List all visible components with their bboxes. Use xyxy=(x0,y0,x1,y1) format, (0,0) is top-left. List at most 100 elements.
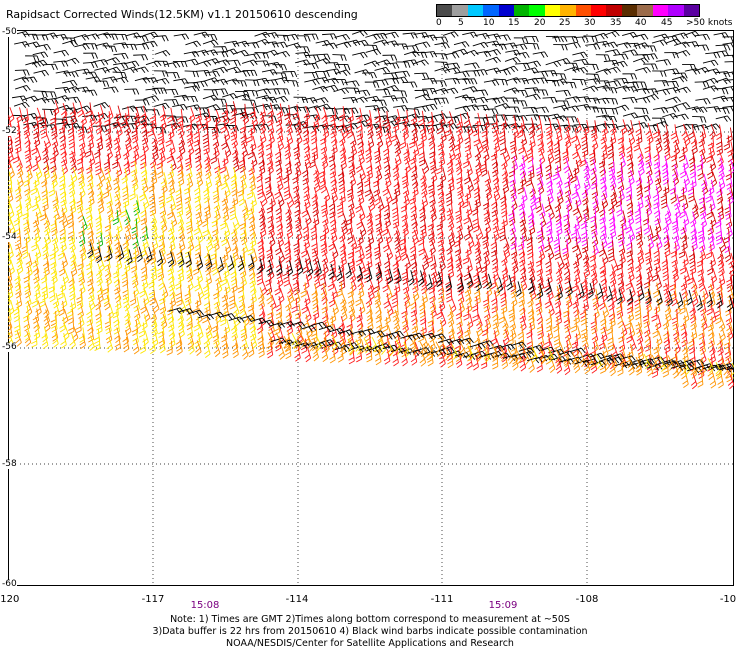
wind-barb xyxy=(358,152,364,157)
wind-barb xyxy=(706,211,713,216)
wind-barb xyxy=(585,43,598,46)
wind-barb xyxy=(404,97,408,104)
wind-barb xyxy=(663,191,670,195)
wind-barb xyxy=(576,135,582,148)
wind-barb xyxy=(539,220,545,225)
wind-barb xyxy=(730,36,734,43)
wind-barb xyxy=(523,43,528,50)
wind-barb xyxy=(532,87,537,94)
wind-barb xyxy=(214,148,217,161)
wind-barb xyxy=(513,65,519,72)
wind-barb xyxy=(629,210,635,223)
wind-barb xyxy=(64,86,76,91)
wind-barb xyxy=(630,97,634,104)
wind-barb xyxy=(702,45,706,51)
wind-barb xyxy=(261,118,266,131)
wind-barb xyxy=(361,181,364,194)
wind-barb xyxy=(592,137,598,142)
wind-barb xyxy=(131,133,138,138)
wind-barb xyxy=(271,79,275,86)
wind-barb xyxy=(637,161,643,166)
wind-barb xyxy=(328,155,335,159)
wind-barb xyxy=(500,151,506,156)
wind-barb xyxy=(522,52,527,59)
wind-barb xyxy=(566,133,572,146)
wind-barb xyxy=(286,172,292,177)
wind-barb xyxy=(69,158,75,164)
wind-barb xyxy=(285,155,291,160)
wind-barb xyxy=(700,215,707,220)
wind-barb xyxy=(356,125,362,130)
wind-barb xyxy=(324,129,327,142)
wind-barb xyxy=(698,139,704,144)
wind-barb xyxy=(723,116,728,122)
wind-barb xyxy=(403,61,407,68)
wind-barb xyxy=(262,190,268,203)
wind-barb xyxy=(491,108,495,115)
wind-barb xyxy=(652,131,659,136)
wind-barb xyxy=(487,179,492,192)
wind-barb xyxy=(524,90,529,96)
wind-barb xyxy=(380,100,384,106)
wind-barb xyxy=(248,168,254,172)
wind-barb xyxy=(463,217,469,221)
wind-barb xyxy=(474,152,480,158)
wind-barb xyxy=(575,104,588,107)
wind-barb xyxy=(595,85,608,89)
wind-barb xyxy=(110,77,115,83)
wind-barb xyxy=(547,196,553,201)
wind-barb xyxy=(360,125,364,138)
wind-barb xyxy=(521,174,527,179)
wind-barb xyxy=(524,125,528,132)
wind-barb xyxy=(466,128,473,134)
wind-barb xyxy=(664,142,670,148)
wind-barb xyxy=(179,122,185,135)
wind-barb xyxy=(364,183,371,187)
wind-barb xyxy=(656,123,660,136)
wind-barb xyxy=(646,54,650,61)
wind-barb xyxy=(421,134,425,147)
wind-barb xyxy=(692,115,705,118)
wind-barb xyxy=(244,42,257,45)
wind-barb xyxy=(222,158,228,163)
wind-barb xyxy=(183,104,188,110)
wind-barb xyxy=(359,97,365,103)
wind-barb xyxy=(116,113,119,126)
wind-barb xyxy=(376,48,382,55)
wind-barb xyxy=(150,177,157,182)
color-swatch xyxy=(437,5,453,16)
wind-barb xyxy=(730,159,734,171)
wind-barb xyxy=(140,121,147,126)
wind-barb xyxy=(692,69,697,75)
wind-barb xyxy=(593,126,598,138)
wind-barb xyxy=(413,152,420,157)
wind-barb xyxy=(476,70,481,77)
wind-barb xyxy=(205,171,211,176)
wind-barb xyxy=(683,203,686,216)
wind-barb xyxy=(506,123,511,129)
wind-barb xyxy=(177,158,183,163)
wind-barb xyxy=(169,182,175,188)
wind-barb xyxy=(330,33,334,40)
wind-barb xyxy=(716,141,722,146)
wind-barb xyxy=(570,175,577,180)
wind-barb xyxy=(452,78,457,85)
wind-barb xyxy=(297,114,302,127)
wind-barb xyxy=(582,146,588,151)
wind-barb xyxy=(298,201,301,214)
wind-barb xyxy=(702,34,707,41)
wind-barb xyxy=(499,44,504,50)
wind-barb xyxy=(355,205,361,210)
wind-barb xyxy=(516,131,523,135)
wind-barb xyxy=(337,124,344,128)
wind-barb xyxy=(17,124,21,137)
wind-barb xyxy=(638,208,642,221)
wind-barb xyxy=(672,177,678,183)
wind-barb xyxy=(406,158,411,170)
wind-barb xyxy=(370,72,374,79)
wind-barb xyxy=(541,203,546,216)
wind-barb xyxy=(87,68,91,75)
wind-barb xyxy=(394,141,400,147)
wind-barb xyxy=(396,175,400,188)
wind-barb xyxy=(703,173,708,186)
